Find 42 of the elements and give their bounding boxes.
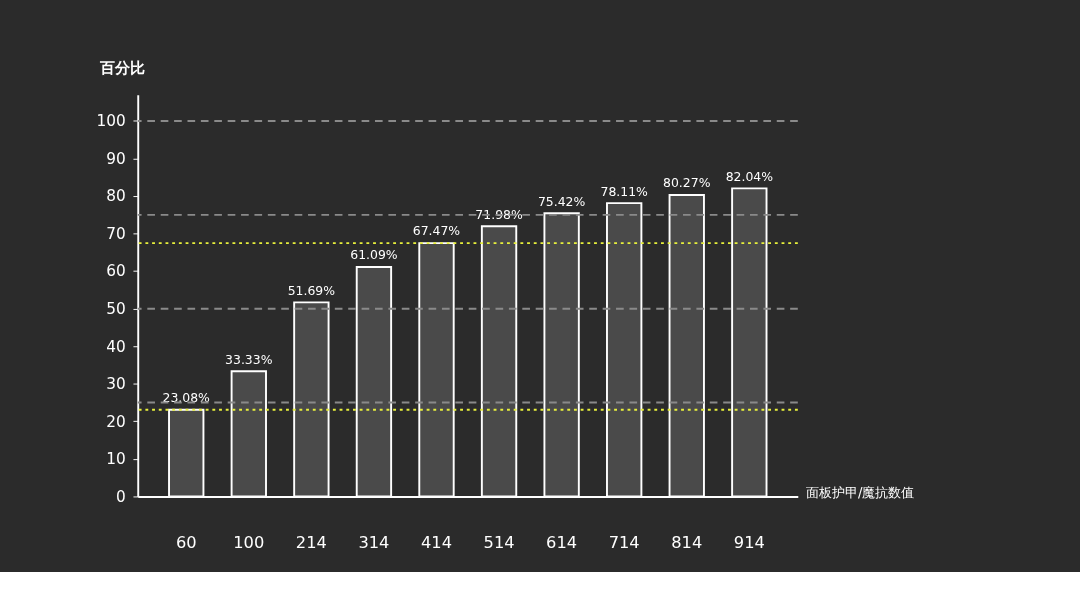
bar [606,202,643,498]
x-axis-title: 面板护甲/魔抗数值 [805,484,915,500]
y-tick-label: 20 [106,412,126,431]
data-label: 51.69% [287,282,336,298]
data-label: 80.27% [663,175,711,191]
y-tick-label: 0 [116,487,126,506]
data-label: 78.11% [600,183,649,199]
x-tick-label: 60 [175,532,197,552]
x-tick-label: 814 [671,532,703,552]
x-tick-label: 414 [420,532,453,552]
bar [731,187,768,498]
bar [543,212,580,498]
y-tick-label: 50 [106,299,126,318]
data-label: 75.42% [537,193,586,209]
bar [355,266,393,498]
bar [418,242,455,498]
data-label: 82.04% [725,168,774,184]
data-label: 33.33% [225,351,273,367]
y-tick-label: 70 [106,224,126,243]
x-tick-label: 614 [546,532,578,552]
bar [293,301,330,498]
y-axis-title: 百分比 [98,59,145,78]
bar [168,408,205,498]
bar [230,370,267,498]
y-tick-label: 90 [106,149,126,168]
y-tick-label: 30 [106,375,126,394]
data-label: 61.09% [350,247,398,263]
data-label: 23.08% [162,390,211,406]
x-tick-label: 100 [233,532,265,552]
x-tick-label: 714 [608,532,640,552]
x-tick-label: 914 [733,532,765,552]
x-tick-label: 314 [358,532,390,552]
y-tick-label: 60 [106,262,126,281]
x-tick-label: 214 [295,532,327,552]
bar [668,194,705,498]
bar [480,225,518,498]
y-tick-label: 80 [106,187,126,206]
x-tick-label: 514 [483,532,515,552]
y-tick-label: 100 [96,112,126,131]
y-tick-label: 10 [106,450,126,469]
y-tick-label: 40 [106,337,126,356]
data-label: 67.47% [412,223,461,239]
